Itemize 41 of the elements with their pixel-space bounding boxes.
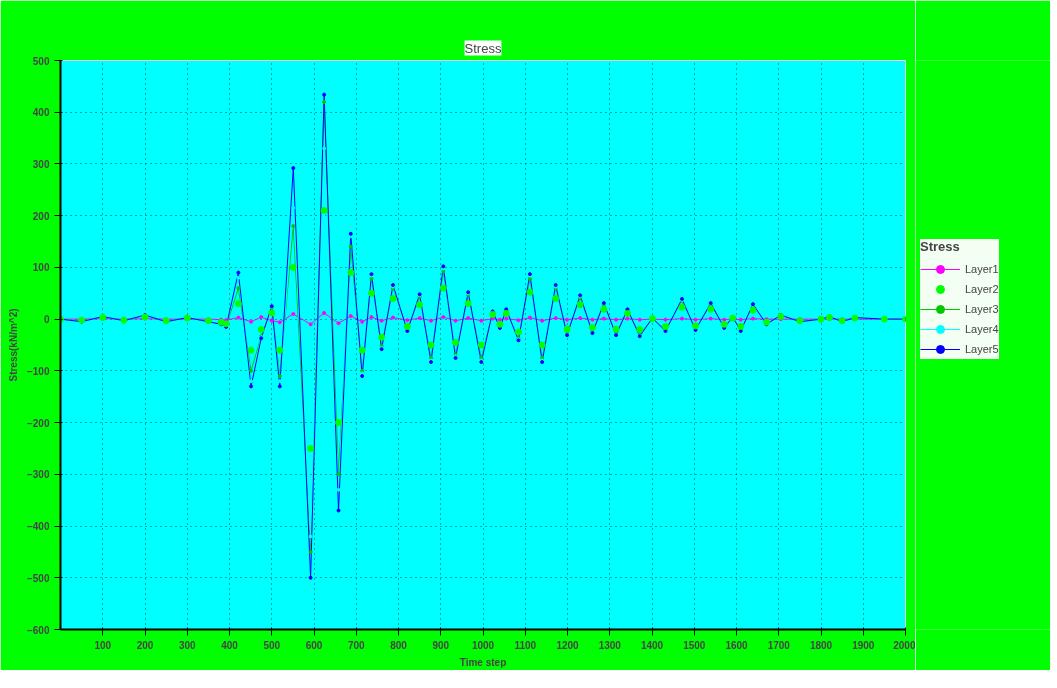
y-tick-label: 0 bbox=[43, 314, 50, 326]
legend-label: Layer4 bbox=[965, 323, 999, 335]
chart-title: Stress bbox=[464, 40, 502, 56]
x-tick-label: 1000 bbox=[471, 639, 495, 651]
y-tick-label: 300 bbox=[32, 158, 50, 170]
legend-title: Stress bbox=[920, 239, 961, 254]
x-tick-label: 800 bbox=[390, 639, 408, 651]
x-tick-label: 300 bbox=[178, 639, 197, 651]
y-tick-label: −100 bbox=[26, 365, 50, 377]
x-tick-label: 900 bbox=[432, 639, 450, 651]
x-tick-label: 1700 bbox=[767, 639, 791, 651]
legend-label: Layer2 bbox=[965, 283, 999, 295]
x-tick-label: 100 bbox=[94, 639, 112, 651]
legend-label: Layer3 bbox=[965, 303, 999, 315]
x-axis-title: Time step bbox=[459, 656, 507, 668]
x-tick-label: 700 bbox=[347, 639, 366, 651]
legend-label: Layer1 bbox=[965, 263, 999, 275]
y-tick-label: −500 bbox=[26, 572, 50, 584]
y-tick-label: −400 bbox=[26, 521, 50, 533]
x-tick-label: 1200 bbox=[556, 639, 580, 651]
y-tick-label: −200 bbox=[26, 417, 50, 429]
y-tick-label: 100 bbox=[32, 262, 50, 274]
x-tick-label: 1900 bbox=[852, 639, 875, 651]
x-tick-label: 200 bbox=[136, 639, 154, 651]
x-tick-label: 1800 bbox=[809, 639, 833, 651]
y-tick-label: −600 bbox=[26, 624, 50, 636]
x-tick-label: 500 bbox=[263, 639, 281, 651]
x-tick-label: 1500 bbox=[683, 639, 706, 651]
y-tick-label: 500 bbox=[32, 55, 50, 67]
x-tick-label: 1100 bbox=[514, 639, 537, 651]
x-tick-label: 1300 bbox=[598, 639, 622, 651]
y-tick-label: −300 bbox=[26, 469, 50, 481]
x-tick-label: 2000 bbox=[893, 639, 916, 651]
x-tick-label: 600 bbox=[305, 639, 323, 651]
y-tick-label: 400 bbox=[32, 107, 50, 119]
x-tick-label: 1600 bbox=[725, 639, 749, 651]
y-axis-title: Stress(kN/m^2) bbox=[7, 308, 19, 382]
legend-label: Layer5 bbox=[965, 343, 999, 355]
x-tick-label: 400 bbox=[221, 639, 239, 651]
x-tick-label: 1400 bbox=[640, 639, 664, 651]
y-tick-label: 200 bbox=[32, 210, 50, 222]
